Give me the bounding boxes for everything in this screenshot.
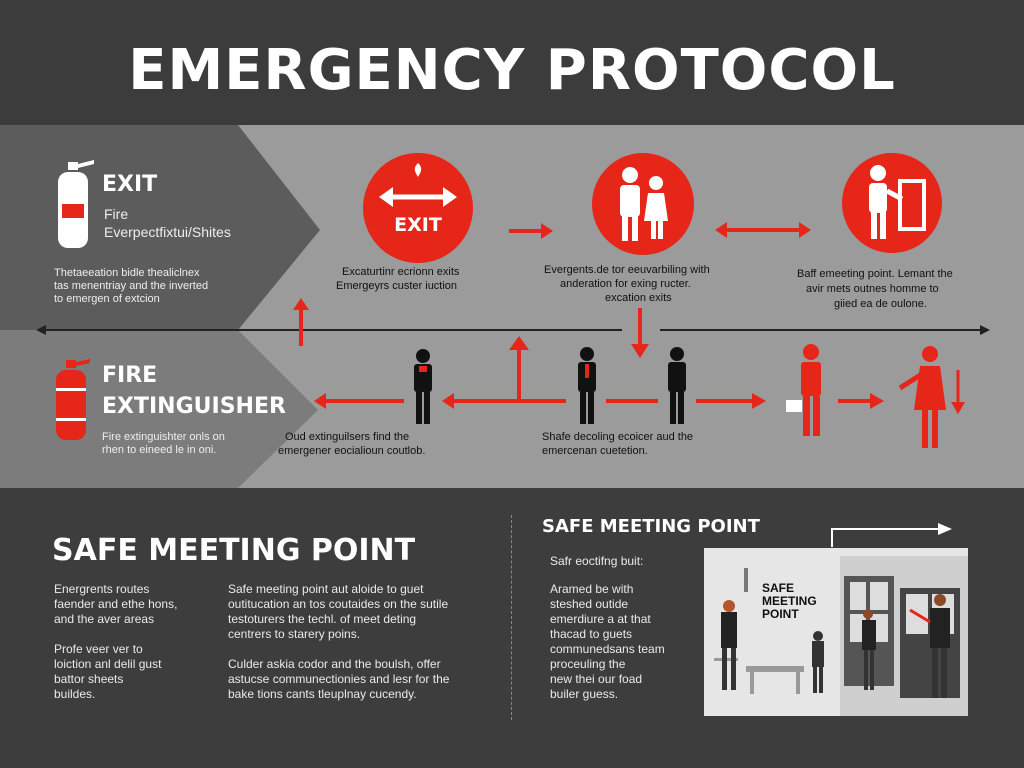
right-desc-7: new thei our foad bbox=[550, 672, 643, 686]
person-door-icon bbox=[869, 165, 926, 239]
sign-line-1: SAFE bbox=[762, 581, 795, 595]
exit-subtitle: Fire bbox=[104, 206, 129, 222]
exit-desc-2: tas menentriay and the inverted bbox=[54, 280, 209, 292]
sign-line-3: POINT bbox=[762, 607, 799, 621]
right-sub: Safr eoctifng buit: bbox=[550, 554, 644, 568]
fire-extinguisher-icon bbox=[58, 160, 94, 248]
exit-title: EXIT bbox=[102, 172, 158, 197]
exit-desc-3: to emergen of extcion bbox=[54, 293, 160, 305]
col2-p1-2: outitucation an tos coutaides on the sut… bbox=[228, 597, 449, 611]
exit-step-label: EXIT bbox=[394, 214, 442, 236]
step2-text-2: anderation for exing ructer. bbox=[560, 278, 691, 290]
step3-text-3: giied ea de oulone. bbox=[834, 298, 927, 310]
header: EMERGENCY PROTOCOL bbox=[0, 0, 1024, 125]
mid-caption-left-1: Oud extinguilsers find the bbox=[285, 431, 410, 443]
exit-subtitle-2: Everpectfixtui/Shites bbox=[104, 224, 231, 240]
exit-arrows-icon bbox=[379, 163, 457, 207]
page-title: EMERGENCY PROTOCOL bbox=[128, 38, 896, 103]
step3-text-1: Baff emeeting point. Lemant the bbox=[797, 268, 953, 280]
fire-desc-1: Fire extinguishter onls on bbox=[102, 431, 225, 443]
meeting-scene-icon bbox=[704, 548, 968, 716]
timeline-line bbox=[36, 325, 990, 335]
arrow-right-white-icon bbox=[831, 523, 952, 547]
people-icon bbox=[620, 167, 668, 241]
mid-caption-right-2: emercenan cuetetion. bbox=[542, 445, 648, 457]
arrow-left-icon bbox=[314, 393, 404, 409]
right-desc-1: Aramed be with bbox=[550, 582, 634, 596]
col1-p1-1: Energrents routes bbox=[54, 582, 150, 596]
right-desc-6: proceuling the bbox=[550, 657, 626, 671]
arrow-down-2-icon bbox=[951, 370, 965, 414]
col1-p2-4: buildes. bbox=[54, 687, 96, 701]
fire-extinguisher-red-icon bbox=[56, 359, 90, 440]
col2-p1-3: testoturers the techl. of meet deting bbox=[228, 612, 417, 626]
right-desc-4: thacad to guets bbox=[550, 627, 633, 641]
mid-caption-left-2: emergener eocialioun coutlob. bbox=[278, 445, 426, 457]
col1-p2-3: battor sheets bbox=[54, 672, 124, 686]
fire-title-1: FIRE bbox=[102, 363, 158, 388]
arrow-right-icon bbox=[509, 223, 553, 239]
col2-p2-3: bake tions cants tleuplnay cucendy. bbox=[228, 687, 417, 701]
col1-p2-1: Profe veer ver to bbox=[54, 642, 143, 656]
arrow-right-2-icon bbox=[696, 393, 766, 409]
connector-line bbox=[606, 399, 658, 403]
col2-p2-2: astucse communectionies and lesr for the bbox=[228, 672, 450, 686]
right-desc-3: emerdiure a at that bbox=[550, 612, 651, 626]
arrow-up-branch-icon bbox=[509, 336, 529, 402]
right-desc-2: steshed outide bbox=[550, 597, 629, 611]
step2-text-1: Evergents.de tor eeuvarbiling with bbox=[544, 264, 710, 276]
col2-p1-4: centrers to starery poins. bbox=[228, 627, 361, 641]
people-step-circle bbox=[592, 153, 694, 255]
meeting-sign: SAFE MEETING POINT bbox=[762, 582, 817, 621]
arrow-up-icon bbox=[293, 298, 309, 346]
step2-text-3: excation exits bbox=[605, 292, 672, 304]
meeting-point-illustration: SAFE MEETING POINT bbox=[704, 548, 968, 716]
col2-p2-1: Culder askia codor and the boulsh, offer bbox=[228, 657, 441, 671]
right-desc-8: builer guess. bbox=[550, 687, 619, 701]
meeting-point-subtitle: SAFE MEETING POINT bbox=[542, 516, 760, 537]
person-red-icon bbox=[786, 344, 821, 436]
fire-desc-2: rhen to eineed le in oni. bbox=[102, 444, 217, 456]
person-figure-3-icon bbox=[668, 347, 686, 424]
step3-text-2: avir mets outnes homme to bbox=[806, 283, 939, 295]
arrow-down-icon bbox=[631, 308, 649, 358]
section-divider bbox=[511, 515, 512, 720]
col1-p1-3: and the aver areas bbox=[54, 612, 155, 626]
sign-line-2: MEETING bbox=[762, 594, 817, 608]
arrow-right-3-icon bbox=[838, 393, 884, 409]
person-figure-icon bbox=[414, 349, 432, 424]
fire-title-2: EXTINGUISHER bbox=[102, 394, 286, 419]
arrow-left-2-icon bbox=[442, 393, 566, 409]
person-figure-2-icon bbox=[578, 347, 596, 424]
right-desc-5: communedsans team bbox=[550, 642, 665, 656]
step1-text-2: Emergeyrs custer iuction bbox=[336, 280, 458, 292]
person-red-woman-icon bbox=[898, 346, 946, 448]
col1-p2-2: loiction anl delil gust bbox=[54, 657, 162, 671]
meeting-point-title: SAFE MEETING POINT bbox=[52, 533, 416, 568]
mid-caption-right-1: Shafe decoling ecoicer aud the bbox=[542, 431, 694, 443]
double-arrow-icon bbox=[715, 222, 811, 238]
exit-desc-1: Thetaeeation bidle thealiclnex bbox=[54, 267, 200, 279]
col1-p1-2: faender and ethe hons, bbox=[54, 597, 178, 611]
col2-p1-1: Safe meeting point aut aloide to guet bbox=[228, 582, 424, 596]
step1-text-1: Excaturtinr ecrionn exits bbox=[342, 266, 460, 278]
